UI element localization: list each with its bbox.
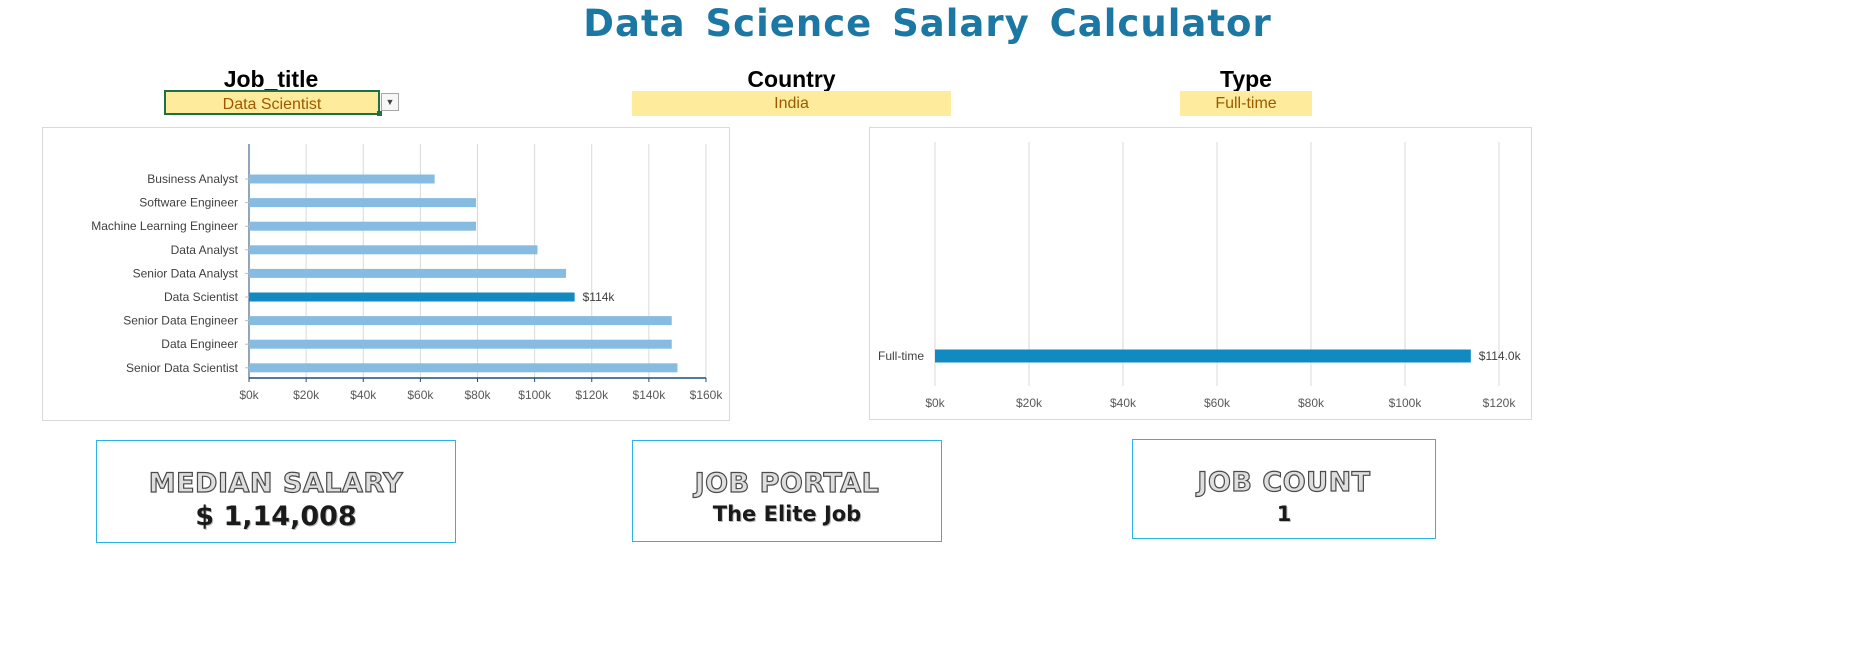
job-title-salary-chart[interactable]: $0k $20k $40k $60k $80k $100k $120k $140k $160k B… (42, 127, 730, 421)
country-filter-label: Country (747, 66, 836, 92)
x-tick-label: $80k (464, 388, 491, 402)
x-tick-label: $120k (1483, 396, 1517, 410)
x-tick-label: $60k (1204, 396, 1231, 410)
bar (249, 316, 672, 326)
country-filter-cell[interactable]: India (632, 91, 951, 116)
x-tick-label: $140k (633, 388, 667, 402)
page-title: Data Science Salary Calculator (583, 2, 1272, 45)
job-title-salary-chart-svg: $0k $20k $40k $60k $80k $100k $120k $140k $160k B… (91, 144, 724, 402)
x-tick-label: $80k (1298, 396, 1325, 410)
x-tick-label: $0k (925, 396, 945, 410)
category-label: Software Engineer (139, 196, 238, 210)
job-count-value: 1 (1276, 502, 1292, 526)
job-portal-title: JOB PORTAL (694, 467, 880, 499)
data-label: $114.0k (1479, 349, 1522, 363)
bar (249, 268, 567, 278)
category-label: Senior Data Analyst (133, 266, 239, 280)
data-label: $114k (583, 290, 616, 304)
chevron-down-icon: ▼ (385, 97, 395, 107)
x-tick-label: $40k (350, 388, 377, 402)
bar (249, 292, 575, 302)
category-label: Full-time (878, 349, 924, 363)
bar (249, 339, 672, 349)
job-count-card: JOB COUNT 1 (1132, 439, 1436, 539)
x-tick-label: $160k (690, 388, 724, 402)
category-label: Data Analyst (171, 243, 239, 257)
fill-handle[interactable] (377, 111, 382, 116)
x-tick-label: $40k (1110, 396, 1137, 410)
median-salary-title: MEDIAN SALARY (148, 467, 404, 499)
x-tick-label: $20k (1016, 396, 1043, 410)
bar (935, 349, 1471, 363)
bar (249, 221, 477, 231)
job-title-filter-label: Job_title (223, 66, 319, 92)
x-tick-label: $0k (239, 388, 259, 402)
job-portal-value: The Elite Job (712, 502, 862, 526)
x-tick-label: $20k (293, 388, 320, 402)
x-tick-label: $100k (518, 388, 552, 402)
type-salary-chart[interactable]: $0k $20k $40k $60k $80k $100k $120k Full-time $1… (869, 127, 1532, 420)
category-label: Senior Data Scientist (126, 361, 239, 375)
category-label: Business Analyst (147, 172, 238, 186)
bar (249, 174, 435, 184)
x-tick-label: $60k (407, 388, 434, 402)
category-label: Data Engineer (161, 337, 238, 351)
category-label: Data Scientist (164, 290, 239, 304)
type-filter-label: Type (1220, 66, 1272, 92)
bar (249, 245, 538, 255)
category-label: Machine Learning Engineer (91, 219, 238, 233)
median-salary-value: $ 1,14,008 (195, 501, 357, 532)
category-label: Senior Data Engineer (123, 314, 238, 328)
type-salary-chart-svg: $0k $20k $40k $60k $80k $100k $120k Full-time $1… (878, 142, 1522, 410)
bar (249, 363, 678, 373)
job-title-dropdown-button[interactable]: ▼ (381, 93, 399, 111)
x-tick-label: $100k (1389, 396, 1423, 410)
x-tick-label: $120k (575, 388, 609, 402)
type-filter-cell[interactable]: Full-time (1180, 91, 1312, 116)
job-portal-card: JOB PORTAL The Elite Job (632, 440, 942, 542)
median-salary-card: MEDIAN SALARY $ 1,14,008 (96, 440, 456, 543)
job-title-filter-cell[interactable]: Data Scientist (164, 90, 380, 115)
bar (249, 198, 477, 208)
job-count-title: JOB COUNT (1197, 466, 1371, 498)
